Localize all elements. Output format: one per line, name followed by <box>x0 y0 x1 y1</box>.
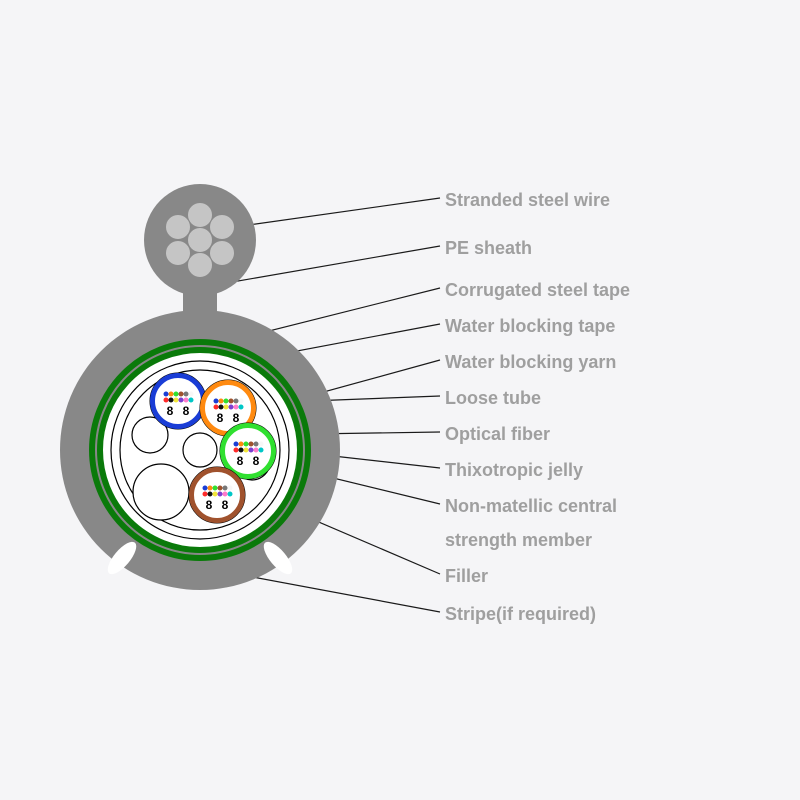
label-loose: Loose tube <box>445 388 541 410</box>
svg-text:8: 8 <box>222 498 229 512</box>
messenger-wire <box>144 184 256 296</box>
cable-cross-section-diagram: 88888888 Stranded steel wirePE sheathCor… <box>0 0 800 800</box>
label-corrugated: Corrugated steel tape <box>445 280 630 302</box>
svg-text:8: 8 <box>183 404 190 418</box>
label-fiber: Optical fiber <box>445 424 550 446</box>
label-jelly: Thixotropic jelly <box>445 460 583 482</box>
svg-text:8: 8 <box>217 411 224 425</box>
label-pe: PE sheath <box>445 238 532 260</box>
label-stranded: Stranded steel wire <box>445 190 610 212</box>
label-wbyarn: Water blocking yarn <box>445 352 616 374</box>
main-cable: 88888888 <box>60 310 340 590</box>
diagram-svg: 88888888 <box>0 0 800 800</box>
svg-text:8: 8 <box>167 404 174 418</box>
svg-text:8: 8 <box>206 498 213 512</box>
svg-text:8: 8 <box>237 454 244 468</box>
label-wbtape: Water blocking tape <box>445 316 615 338</box>
label-central2: strength member <box>445 530 592 552</box>
svg-text:8: 8 <box>253 454 260 468</box>
label-filler: Filler <box>445 566 488 588</box>
label-stripe: Stripe(if required) <box>445 604 596 626</box>
svg-text:8: 8 <box>233 411 240 425</box>
label-central1: Non-matellic central <box>445 496 617 518</box>
